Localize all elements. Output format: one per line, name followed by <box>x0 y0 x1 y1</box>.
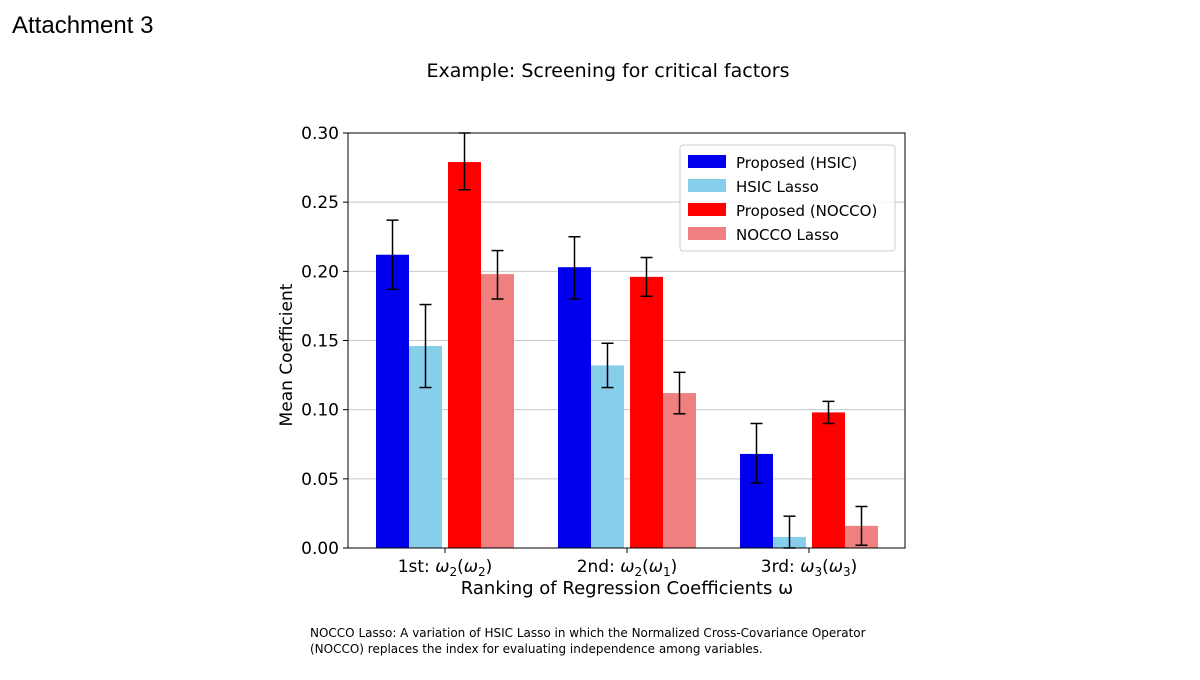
legend: Proposed (HSIC) HSIC Lasso Proposed (NOCCO… <box>679 144 896 252</box>
bar <box>481 274 514 548</box>
x-axis: 1st: ω2(ω2) 2nd: ω2(ω1) 3rd: ω3(ω3) <box>398 548 858 579</box>
chart-heading: Example: Screening for critical factors <box>426 60 790 82</box>
y-axis: 0.00 0.05 0.10 0.15 0.20 0.25 0.30 <box>301 124 348 559</box>
y-tick-label: 0.30 <box>301 124 339 144</box>
x-tick-label: 2nd: ω2(ω1) <box>577 557 678 579</box>
legend-entry: NOCCO Lasso <box>736 226 839 244</box>
legend-box <box>679 144 896 252</box>
y-tick-label: 0.25 <box>301 193 339 213</box>
y-tick-label: 0.15 <box>301 332 339 352</box>
legend-entry: Proposed (NOCCO) <box>736 202 877 220</box>
bar <box>630 276 663 548</box>
bar <box>558 267 591 548</box>
y-tick-label: 0.05 <box>301 470 339 490</box>
bar <box>448 162 481 549</box>
legend-swatch <box>688 155 726 168</box>
attachment-label: Attachment 3 <box>12 12 154 39</box>
footnote: NOCCO Lasso: A variation of HSIC Lasso i… <box>310 625 1010 657</box>
y-tick-label: 0.00 <box>301 539 339 559</box>
footnote-line-2: (NOCCO) replaces the index for evaluatin… <box>310 642 763 656</box>
legend-entry: Proposed (HSIC) <box>736 154 857 172</box>
bars <box>376 162 878 549</box>
y-tick-label: 0.10 <box>301 401 339 421</box>
bar <box>663 393 696 548</box>
x-axis-label: Ranking of Regression Coefficients ω <box>461 578 793 599</box>
legend-swatch <box>688 227 726 240</box>
legend-entry: HSIC Lasso <box>736 178 819 196</box>
bar <box>591 365 624 548</box>
y-tick-label: 0.20 <box>301 262 339 282</box>
x-tick-label: 1st: ω2(ω2) <box>398 557 493 579</box>
bar <box>376 254 409 548</box>
y-axis-label: Mean Coefficient <box>277 283 297 426</box>
x-tick-label: 3rd: ω3(ω3) <box>761 557 858 579</box>
legend-swatch <box>688 203 726 216</box>
legend-swatch <box>688 179 726 192</box>
error-bars <box>386 132 868 549</box>
footnote-line-1: NOCCO Lasso: A variation of HSIC Lasso i… <box>310 626 866 640</box>
bar <box>812 412 845 548</box>
